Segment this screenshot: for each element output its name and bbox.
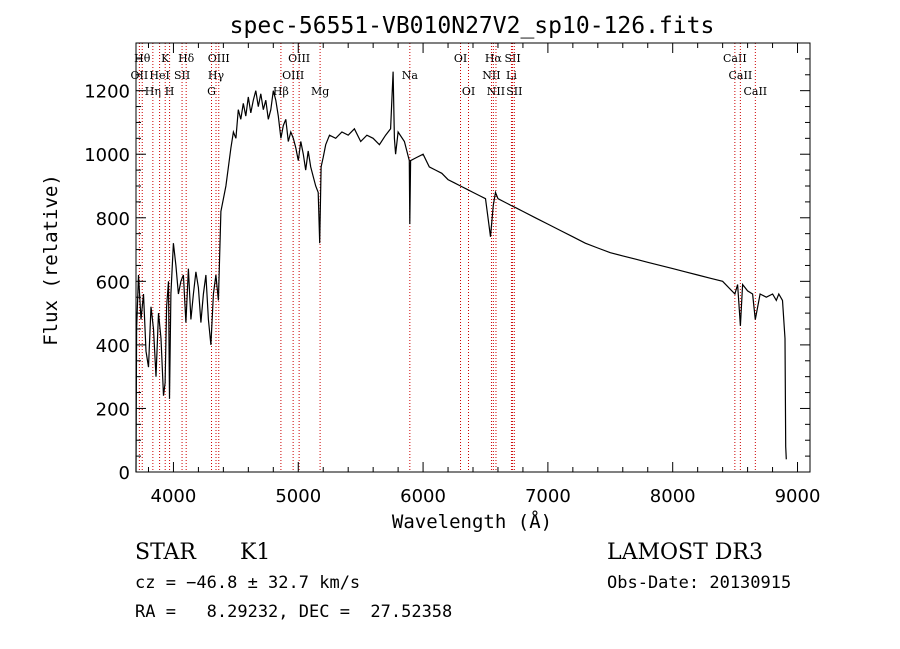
axis-ticks: 4000 5000 6000 7000 8000 9000 0 200 400 600 800 100… — [84, 43, 820, 507]
line-label-16: OI — [454, 52, 467, 65]
line-label-21: SII — [504, 52, 520, 65]
line-label-8: OIII — [208, 52, 230, 65]
line-label-13: OIII — [282, 69, 304, 82]
x-axis-label: Wavelength (Å) — [392, 510, 552, 533]
line-label-7: Hδ — [178, 52, 195, 65]
redshift-cz: cz = −46.8 ± 32.7 km/s — [135, 573, 361, 593]
x-tick-label-4: 8000 — [650, 486, 696, 507]
x-tick-label-0: 4000 — [151, 486, 197, 507]
x-tick-label-1: 5000 — [275, 486, 321, 507]
x-tick-label-3: 7000 — [525, 486, 571, 507]
line-label-14: Mg — [311, 85, 329, 98]
spectral-line-markers: Hθ OII Hη HeI K SII H Hδ OIII Hγ G Hβ OIII OIII Mg Na OI… — [131, 43, 767, 472]
y-tick-label-2: 400 — [96, 336, 130, 357]
line-label-15: Na — [402, 69, 419, 82]
line-label-10: G — [207, 85, 216, 98]
line-label-25: CaII — [729, 69, 753, 82]
line-label-2: Hη — [145, 85, 161, 98]
observation-date: Obs-Date: 20130915 — [607, 573, 792, 593]
line-label-0: Hθ — [134, 52, 151, 65]
line-label-26: CaII — [743, 85, 767, 98]
x-tick-label-2: 6000 — [400, 486, 446, 507]
object-subclass: K1 — [240, 540, 271, 565]
line-label-5: SII — [174, 69, 190, 82]
x-tick-label-5: 9000 — [775, 486, 821, 507]
line-label-20: NII — [487, 85, 505, 98]
y-tick-label-1: 200 — [96, 399, 130, 420]
y-tick-label-0: 0 — [119, 463, 130, 484]
line-label-1: OII — [131, 69, 149, 82]
line-label-17: OI — [462, 85, 475, 98]
y-tick-label-6: 1200 — [84, 82, 130, 103]
line-label-4: K — [161, 52, 170, 65]
line-label-23: SII — [506, 85, 522, 98]
chart-title: spec-56551-VB010N27V2_sp10-126.fits — [230, 13, 715, 39]
object-class: STAR — [135, 540, 196, 565]
line-label-22: Li — [506, 69, 517, 82]
line-label-6: H — [165, 85, 175, 98]
line-label-12: OIII — [288, 52, 310, 65]
plot-frame — [135, 42, 811, 473]
survey-name: LAMOST DR3 — [607, 540, 763, 565]
y-axis-label: Flux (relative) — [40, 174, 62, 346]
line-label-11: Hβ — [273, 85, 289, 98]
line-label-3: HeI — [149, 69, 169, 82]
line-label-24: CaII — [723, 52, 747, 65]
y-tick-label-5: 1000 — [84, 145, 130, 166]
y-tick-label-3: 600 — [96, 272, 130, 293]
y-tick-label-4: 800 — [96, 209, 130, 230]
line-label-18: Hα — [485, 52, 503, 65]
ra-dec-coordinates: RA = 8.29232, DEC = 27.52358 — [135, 602, 453, 622]
line-label-19: NII — [482, 69, 500, 82]
spectrum-line — [135, 71, 787, 473]
line-label-9: Hγ — [208, 69, 225, 82]
